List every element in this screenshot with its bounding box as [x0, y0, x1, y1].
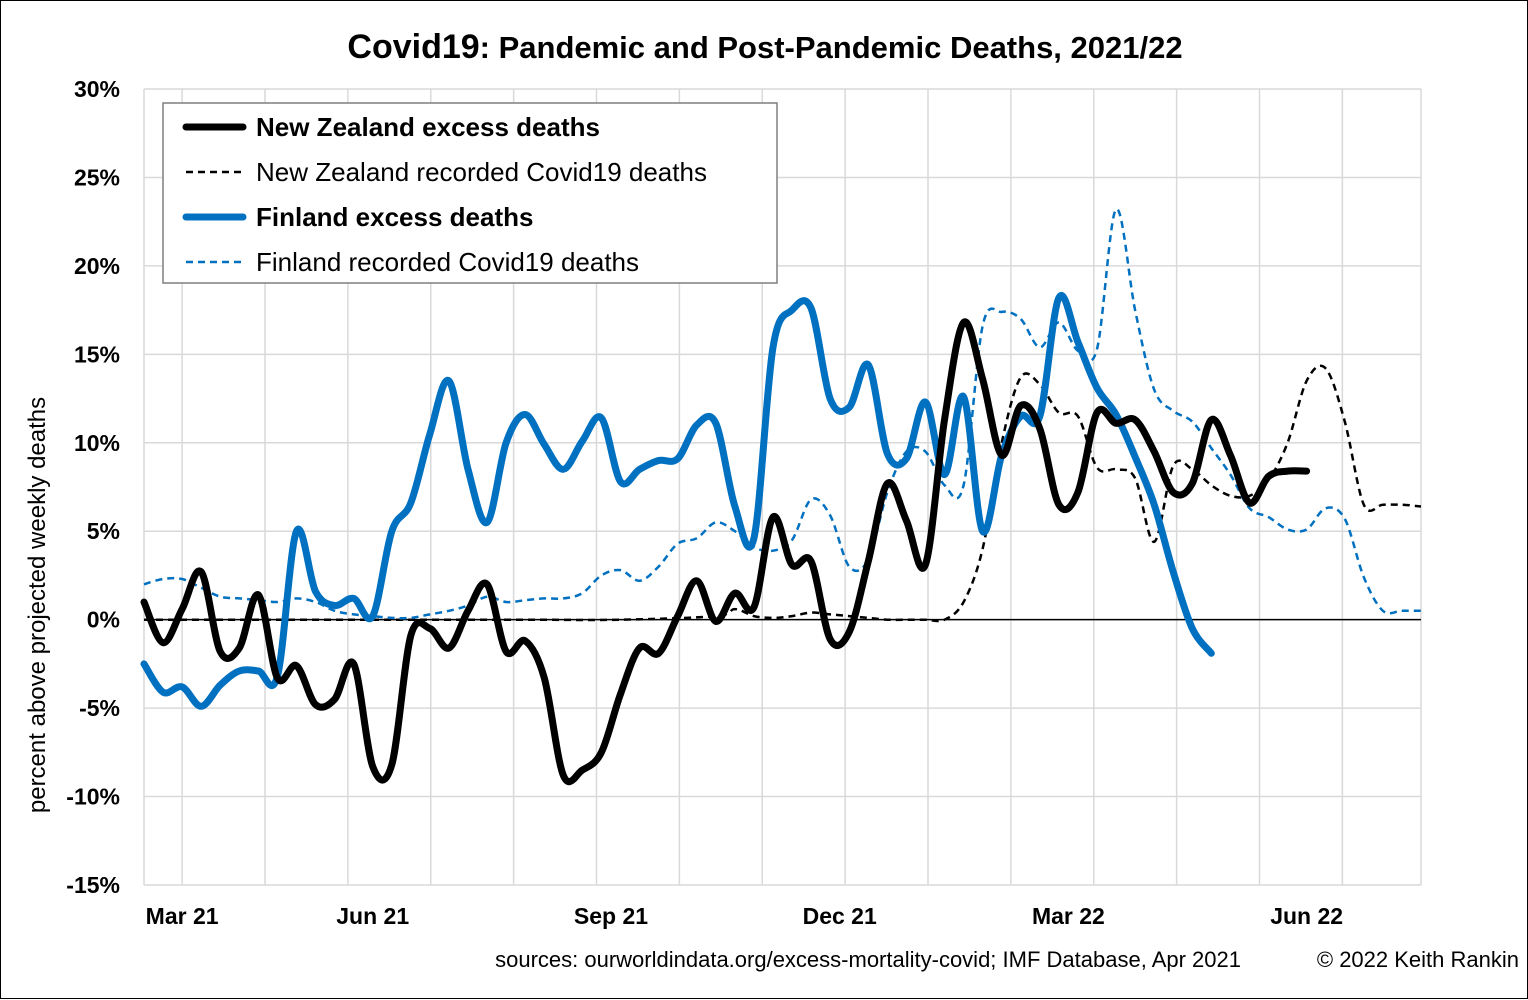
legend-label-fi-excess: Finland excess deaths [256, 202, 533, 232]
x-tick-label: Mar 22 [1032, 903, 1105, 929]
x-tick-label: Sep 21 [574, 903, 648, 929]
x-tick-label: Dec 21 [803, 903, 877, 929]
x-tick-label: Jun 21 [336, 903, 409, 929]
series-nz-excess-line [140, 318, 1311, 786]
legend-label-fi-recorded: Finland recorded Covid19 deaths [256, 247, 639, 277]
series-fi-excess-line [140, 291, 1215, 710]
copyright-note: © 2022 Keith Rankin [1317, 947, 1519, 972]
series-nz-recorded-line [144, 364, 1422, 623]
chart-title: Covid19: Pandemic and Post-Pandemic Deat… [347, 28, 1182, 66]
legend-label-nz-recorded: New Zealand recorded Covid19 deaths [256, 157, 707, 187]
legend: New Zealand excess deaths New Zealand re… [162, 102, 778, 284]
series-layer [140, 208, 1422, 786]
y-tick-label: 0% [87, 607, 120, 633]
y-tick-label: 20% [74, 253, 120, 279]
y-tick-label: 30% [74, 76, 120, 102]
legend-label-nz-excess: New Zealand excess deaths [256, 112, 600, 142]
sources-note: sources: ourworldindata.org/excess-morta… [495, 947, 1241, 972]
chart-title-prefix: Covid19 [347, 28, 479, 66]
chart-title-rest: : Pandemic and Post-Pandemic Deaths, 202… [480, 30, 1183, 65]
y-tick-label: 15% [74, 341, 120, 367]
y-axis-label: percent above projected weekly deaths [24, 397, 51, 813]
y-tick-label: 5% [87, 518, 120, 544]
x-tick-label: Mar 21 [146, 903, 219, 929]
x-tick-label: Jun 22 [1270, 903, 1343, 929]
y-tick-label: 25% [74, 164, 120, 190]
y-tick-label: -5% [79, 695, 120, 721]
legend-box [162, 102, 778, 284]
y-tick-label: -10% [66, 784, 120, 810]
y-tick-label: -15% [66, 872, 120, 898]
axis-ticks: -15% -10% -5% 0% 5% 10% 15% 20% 25% 30% Mar 21 Jun … [66, 76, 1343, 929]
y-tick-label: 10% [74, 430, 120, 456]
